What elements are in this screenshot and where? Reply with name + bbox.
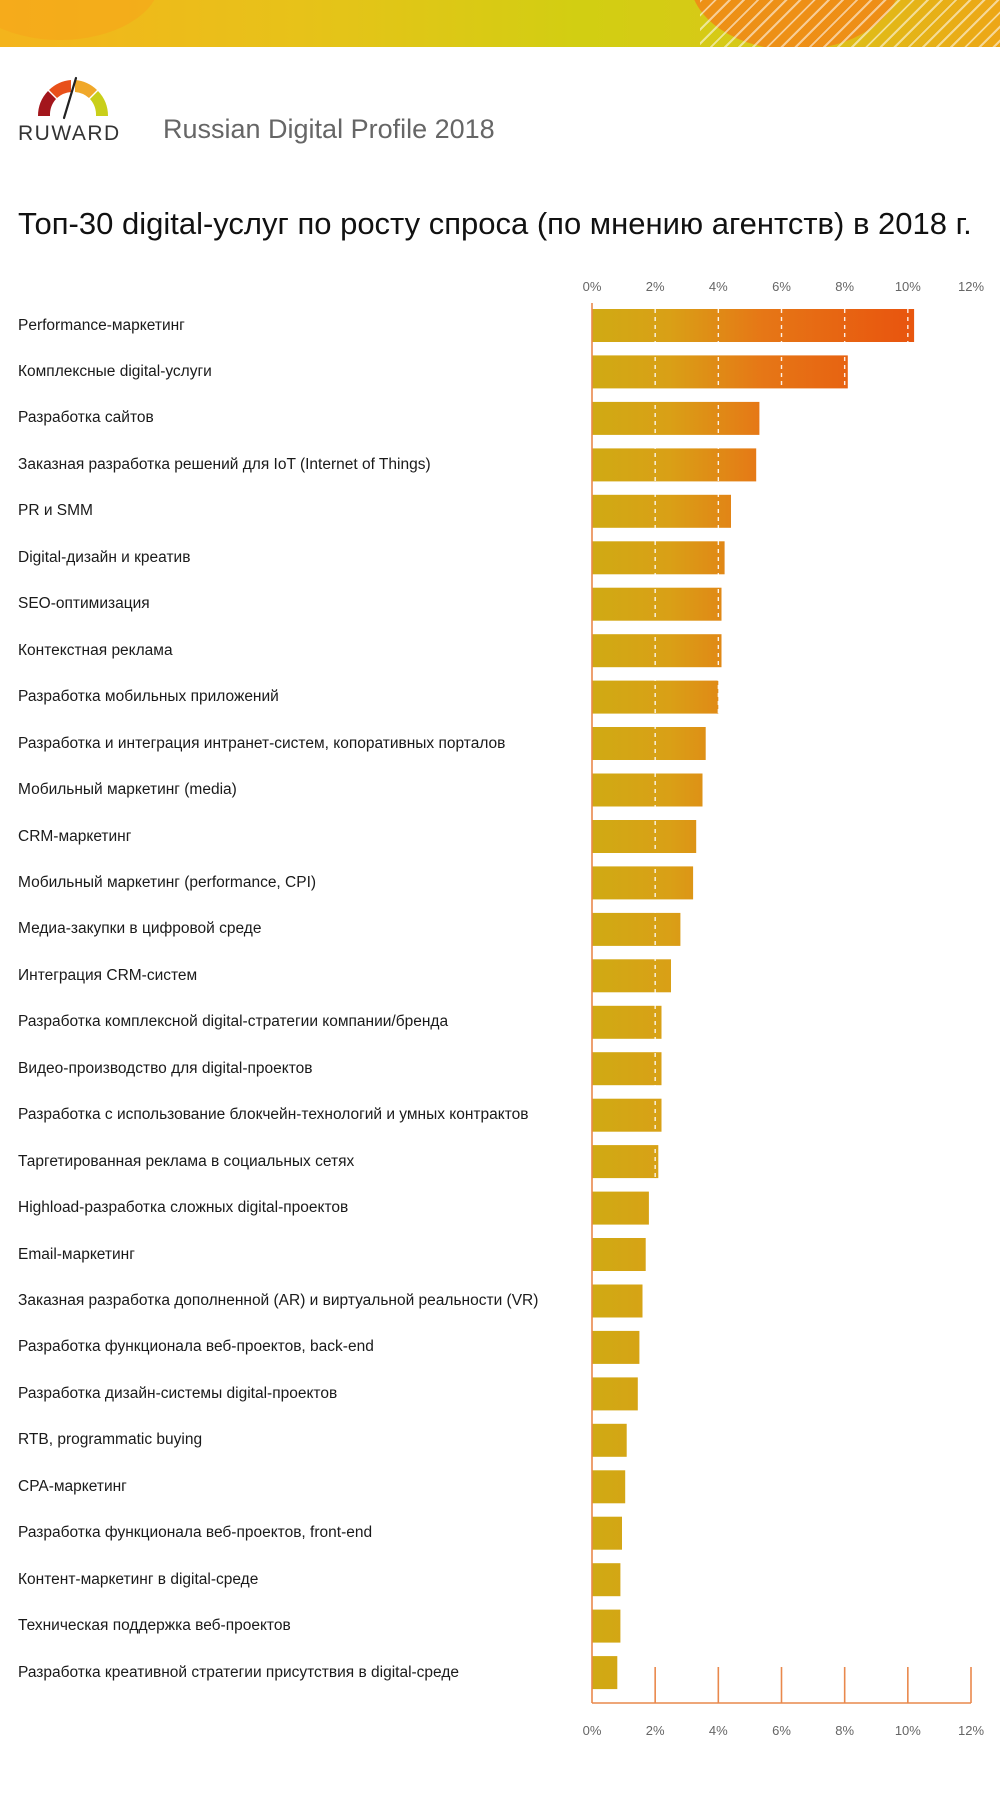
category-label: Разработка функционала веб-проектов, fro…: [18, 1524, 373, 1542]
report-subtitle: Russian Digital Profile 2018: [163, 114, 495, 144]
category-label: PR и SMM: [18, 502, 93, 520]
bar: [592, 820, 697, 853]
bar: [592, 1284, 643, 1318]
x-tick-label-top: 6%: [772, 279, 791, 294]
bar: [592, 1191, 649, 1225]
bar: [592, 541, 725, 575]
ruward-logo: RUWARD: [18, 72, 130, 148]
category-label: Таргетированная реклама в социальных сет…: [18, 1152, 355, 1170]
category-label: Видео-производство для digital-проектов: [18, 1059, 313, 1077]
x-tick-label-bottom: 2%: [646, 1723, 665, 1738]
bar: [592, 959, 671, 993]
bar: [592, 1563, 621, 1597]
x-tick-label-bottom: 10%: [895, 1723, 921, 1738]
bar: [592, 494, 731, 528]
bar: [592, 1656, 618, 1690]
bar: [592, 1052, 662, 1086]
brand-name: RUWARD: [18, 122, 121, 145]
category-label: Email-маркетинг: [18, 1245, 135, 1263]
bar: [592, 1005, 662, 1039]
category-label: Мобильный маркетинг (media): [18, 781, 237, 798]
category-label: Разработка сайтов: [18, 409, 154, 427]
category-label: Заказная разработка дополненной (AR) и в…: [18, 1292, 539, 1309]
x-tick-label-bottom: 8%: [835, 1723, 854, 1738]
bar: [592, 1470, 626, 1504]
category-label: Разработка комплексной digital-стратегии…: [18, 1013, 449, 1031]
category-label: Комплексные digital-услуги: [18, 362, 212, 380]
bar: [592, 401, 760, 435]
x-tick-label-top: 2%: [646, 279, 665, 294]
bar: [592, 1098, 662, 1132]
category-label: Разработка и интеграция интранет-систем,…: [18, 734, 506, 752]
bar: [592, 727, 706, 760]
category-label: Медиа-закупки в цифровой среде: [18, 920, 262, 938]
category-label: Контекстная реклама: [18, 641, 173, 659]
bar: [592, 1423, 627, 1457]
x-tick-label-bottom: 4%: [709, 1723, 728, 1738]
category-label: Highload-разработка сложных digital-прое…: [18, 1199, 349, 1217]
category-label: Digital-дизайн и креатив: [18, 548, 191, 566]
bar: [592, 1516, 622, 1550]
category-label: Интеграция CRM-систем: [18, 966, 198, 984]
x-tick-label-bottom: 12%: [958, 1723, 984, 1738]
bar: [592, 448, 757, 482]
bar: [592, 1238, 646, 1271]
category-label: Контент-маркетинг в digital-среде: [18, 1570, 259, 1588]
bar: [592, 587, 722, 621]
category-label: RTB, programmatic buying: [18, 1431, 203, 1449]
category-label: Performance-маркетинг: [18, 316, 185, 334]
x-tick-label-bottom: 0%: [583, 1723, 602, 1738]
category-label: Техническая поддержка веб-проектов: [18, 1617, 291, 1635]
header-decor-band: [0, 0, 1000, 47]
category-label: CRM-маркетинг: [18, 827, 132, 845]
bar: [592, 309, 915, 342]
category-label: Разработка мобильных приложений: [18, 688, 279, 706]
x-tick-label-top: 4%: [709, 279, 728, 294]
x-tick-label-top: 8%: [835, 279, 854, 294]
speedometer-logo-icon: [37, 76, 109, 120]
category-label: CPA-маркетинг: [18, 1477, 127, 1495]
bar: [592, 355, 848, 389]
bar: [592, 866, 694, 900]
x-tick-label-top: 10%: [895, 279, 921, 294]
x-tick-label-bottom: 6%: [772, 1723, 791, 1738]
bar: [592, 1330, 640, 1364]
chart-title: Топ-30 digital-услуг по росту спроса (по…: [18, 206, 972, 241]
category-label: Разработка дизайн-системы digital-проект…: [18, 1384, 338, 1402]
bar: [592, 1609, 621, 1643]
bar: [592, 773, 703, 807]
x-tick-label-top: 12%: [958, 279, 984, 294]
category-label: SEO-оптимизация: [18, 595, 150, 613]
x-tick-label-top: 0%: [583, 279, 602, 294]
category-label: Разработка функционала веб-проектов, bac…: [18, 1338, 374, 1356]
category-labels: Performance-маркетинг Комплексные digital…: [18, 0, 588, 1817]
bar: [592, 634, 722, 668]
category-label: Разработка с использование блокчейн-техн…: [18, 1106, 529, 1124]
category-label: Заказная разработка решений для IoT (Int…: [18, 455, 431, 473]
bar: [592, 912, 681, 946]
decor-hatch: [700, 0, 1000, 47]
bar: [592, 1145, 659, 1179]
category-label: Мобильный маркетинг (performance, CPI): [18, 873, 317, 891]
category-label: Разработка креативной стратегии присутст…: [18, 1663, 459, 1681]
bar: [592, 1377, 638, 1411]
